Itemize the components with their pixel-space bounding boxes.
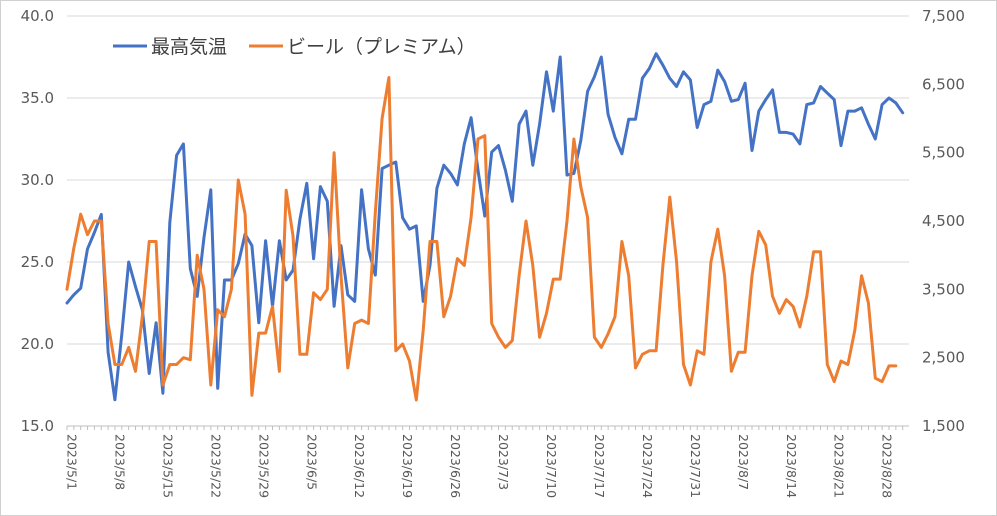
legend-label-1: ビール（プレミアム） bbox=[287, 36, 476, 58]
series-lines bbox=[65, 52, 905, 402]
y-left-tick-label: 30.0 bbox=[21, 171, 54, 189]
x-tick-label: 2023/8/14 bbox=[784, 434, 799, 498]
y-right-tick-label: 2,500 bbox=[922, 349, 965, 367]
x-tick-label: 2023/8/7 bbox=[736, 434, 751, 490]
y-right-tick-label: 5,500 bbox=[922, 144, 965, 162]
x-tick-label: 2023/6/5 bbox=[304, 434, 319, 490]
x-tick-label: 2023/5/1 bbox=[65, 434, 80, 490]
series-line-0 bbox=[65, 52, 905, 402]
x-tick-label: 2023/6/12 bbox=[352, 434, 367, 498]
x-tick-label: 2023/7/3 bbox=[496, 434, 511, 490]
x-tick-label: 2023/5/8 bbox=[112, 434, 127, 490]
y-left-tick-label: 40.0 bbox=[21, 7, 54, 25]
x-tick-label: 2023/7/31 bbox=[688, 434, 703, 498]
y-left-tick-label: 15.0 bbox=[21, 417, 54, 435]
x-tick-label: 2023/5/22 bbox=[208, 434, 223, 498]
y-axis-right: 1,500 2,500 3,500 4,500 5,500 6,500 7,500 bbox=[922, 7, 965, 435]
x-tick-label: 2023/7/17 bbox=[592, 434, 607, 498]
x-tick-label: 2023/7/24 bbox=[640, 434, 655, 498]
x-axis: 2023/5/1 2023/5/8 2023/5/15 2023/5/22 2023/5… bbox=[65, 425, 909, 498]
y-right-tick-label: 3,500 bbox=[922, 280, 965, 298]
y-left-tick-label: 25.0 bbox=[21, 253, 54, 271]
series-line-1 bbox=[65, 76, 898, 402]
y-right-tick-label: 4,500 bbox=[922, 212, 965, 230]
legend-label-0: 最高気温 bbox=[151, 36, 227, 58]
y-right-tick-label: 6,500 bbox=[922, 75, 965, 93]
x-tick-label: 2023/7/10 bbox=[544, 434, 559, 498]
legend: 最高気温 ビール（プレミアム） bbox=[113, 36, 476, 58]
y-right-tick-label: 1,500 bbox=[922, 417, 965, 435]
x-tick-label: 2023/5/29 bbox=[256, 434, 271, 498]
y-axis-left: 15.0 20.0 25.0 30.0 35.0 40.0 bbox=[21, 7, 54, 435]
x-tick-label: 2023/6/26 bbox=[448, 434, 463, 498]
x-tick-label: 2023/8/21 bbox=[832, 434, 847, 498]
y-left-tick-label: 20.0 bbox=[21, 335, 54, 353]
x-tick-label: 2023/8/28 bbox=[880, 434, 895, 498]
y-right-tick-label: 7,500 bbox=[922, 7, 965, 25]
y-left-tick-label: 35.0 bbox=[21, 89, 54, 107]
x-tick-label: 2023/6/19 bbox=[400, 434, 415, 498]
x-tick-label: 2023/5/15 bbox=[160, 434, 175, 498]
